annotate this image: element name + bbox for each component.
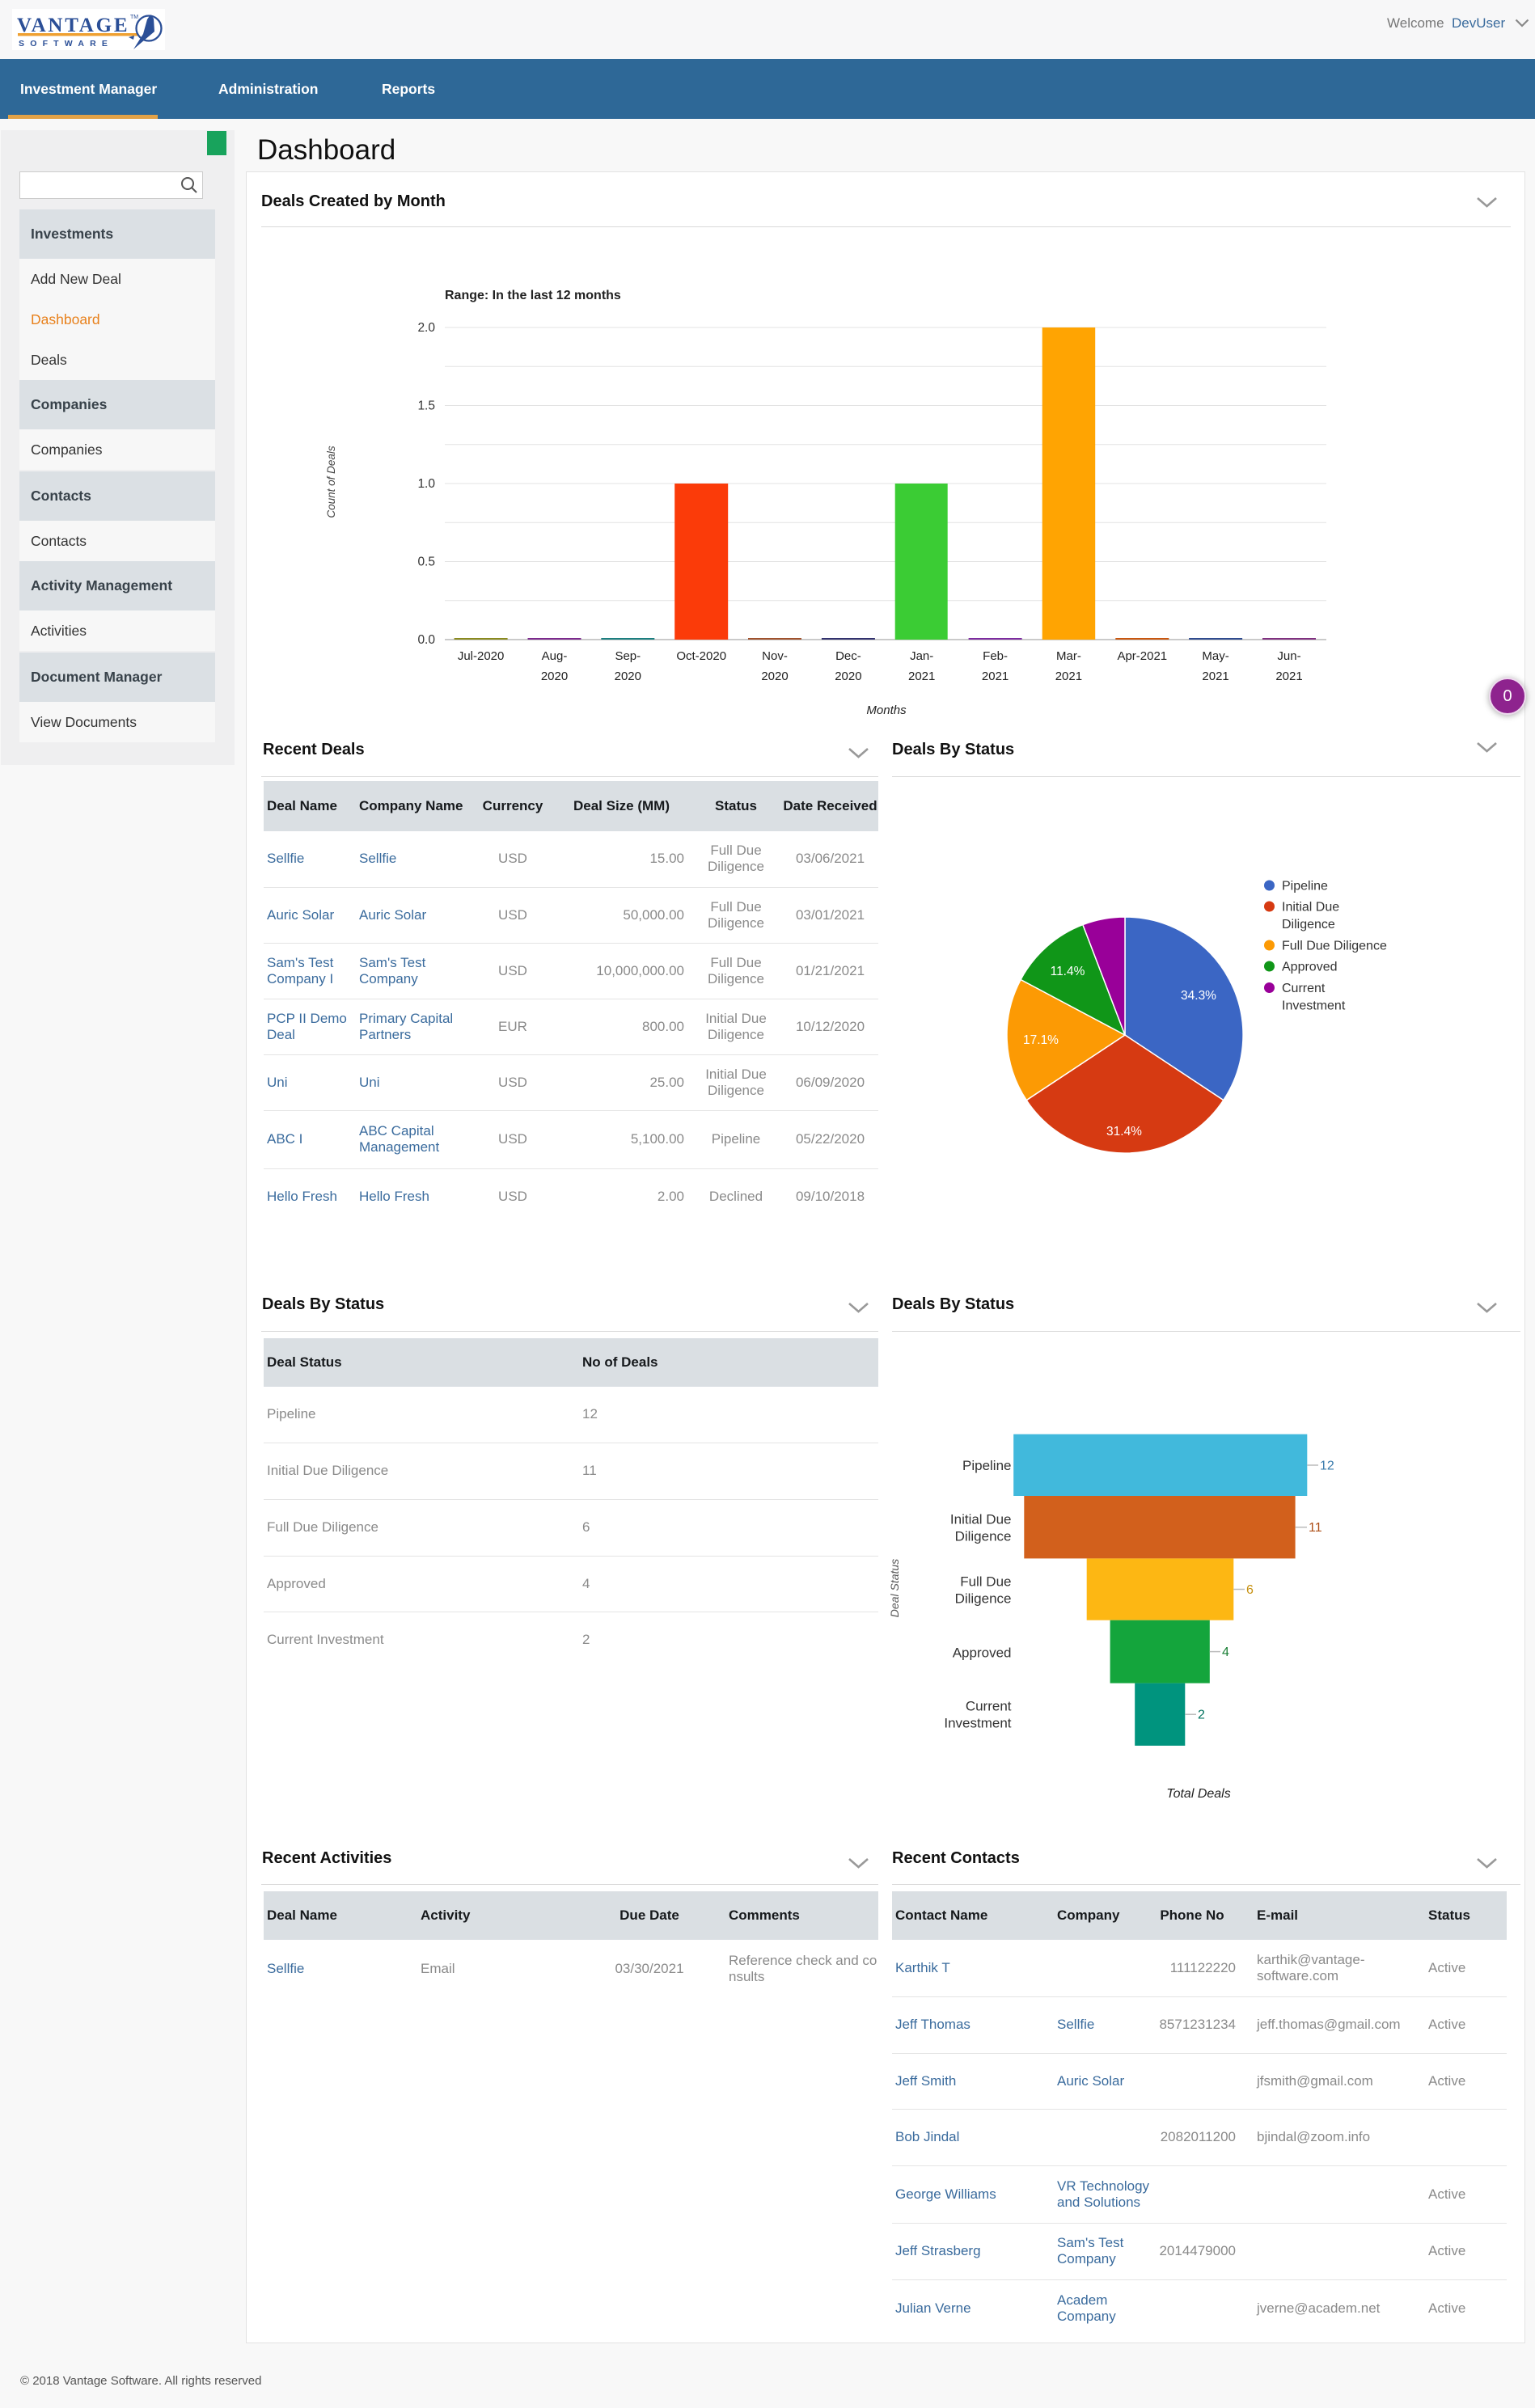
svg-text:Jan-: Jan-	[910, 649, 933, 663]
svg-text:Count of Deals: Count of Deals	[325, 446, 337, 518]
svg-text:VANTAGE: VANTAGE	[17, 15, 128, 36]
svg-text:11: 11	[1309, 1521, 1322, 1535]
svg-text:Current: Current	[1282, 982, 1326, 995]
svg-text:34.3%: 34.3%	[1181, 989, 1216, 1003]
svg-text:6: 6	[1246, 1583, 1254, 1597]
svg-text:Months: Months	[866, 703, 907, 717]
svg-text:Initial Due: Initial Due	[1282, 901, 1339, 915]
svg-text:1.0: 1.0	[417, 477, 435, 491]
svg-text:31.4%: 31.4%	[1106, 1125, 1142, 1139]
svg-text:Diligence: Diligence	[1282, 918, 1335, 932]
svg-text:2021: 2021	[1055, 670, 1082, 683]
svg-text:12: 12	[1320, 1460, 1334, 1473]
svg-text:Jul-2020: Jul-2020	[458, 649, 505, 663]
svg-text:4: 4	[1222, 1645, 1229, 1659]
svg-text:2.0: 2.0	[417, 321, 435, 335]
svg-text:0.0: 0.0	[417, 633, 435, 647]
svg-text:2020: 2020	[835, 670, 861, 683]
svg-text:2021: 2021	[1202, 670, 1228, 683]
svg-text:2021: 2021	[982, 670, 1009, 683]
svg-text:Approved: Approved	[953, 1645, 1012, 1661]
svg-text:1.5: 1.5	[417, 399, 435, 413]
svg-text:Full Due: Full Due	[960, 1574, 1011, 1589]
svg-text:Feb-: Feb-	[983, 649, 1008, 663]
svg-text:0.5: 0.5	[417, 556, 435, 569]
svg-text:Full Due Diligence: Full Due Diligence	[1282, 940, 1387, 953]
svg-text:2: 2	[1198, 1709, 1205, 1722]
svg-text:Oct-2020: Oct-2020	[676, 649, 726, 663]
svg-text:Pipeline: Pipeline	[1282, 880, 1328, 893]
svg-text:11.4%: 11.4%	[1051, 965, 1085, 978]
svg-text:2021: 2021	[1275, 670, 1302, 683]
svg-text:2020: 2020	[761, 670, 788, 683]
svg-text:2020: 2020	[541, 670, 568, 683]
svg-text:Apr-2021: Apr-2021	[1117, 649, 1167, 663]
svg-text:May-: May-	[1202, 649, 1228, 663]
svg-text:Investment: Investment	[1282, 999, 1346, 1013]
svg-text:Jun-: Jun-	[1277, 649, 1300, 663]
svg-text:Investment: Investment	[944, 1716, 1011, 1731]
svg-text:Nov-: Nov-	[762, 649, 788, 663]
svg-text:Pipeline: Pipeline	[962, 1458, 1012, 1473]
svg-text:SOFTWARE: SOFTWARE	[19, 39, 113, 49]
svg-text:17.1%: 17.1%	[1023, 1033, 1059, 1047]
svg-text:Initial Due: Initial Due	[950, 1511, 1012, 1527]
svg-text:Range: In the last 12 months: Range: In the last 12 months	[445, 289, 621, 302]
svg-text:Total Deals: Total Deals	[1166, 1787, 1230, 1801]
svg-text:Sep-: Sep-	[615, 649, 641, 663]
svg-text:Diligence: Diligence	[955, 1591, 1012, 1606]
svg-text:TM: TM	[130, 15, 138, 20]
svg-text:Current: Current	[966, 1699, 1012, 1714]
svg-text:Diligence: Diligence	[955, 1529, 1012, 1544]
svg-text:Aug-: Aug-	[542, 649, 568, 663]
svg-text:2021: 2021	[908, 670, 935, 683]
svg-text:Mar-: Mar-	[1056, 649, 1081, 663]
svg-text:Dec-: Dec-	[835, 649, 861, 663]
svg-text:Deal Status: Deal Status	[890, 1559, 901, 1617]
svg-text:Approved: Approved	[1282, 961, 1338, 974]
svg-text:2020: 2020	[615, 670, 641, 683]
